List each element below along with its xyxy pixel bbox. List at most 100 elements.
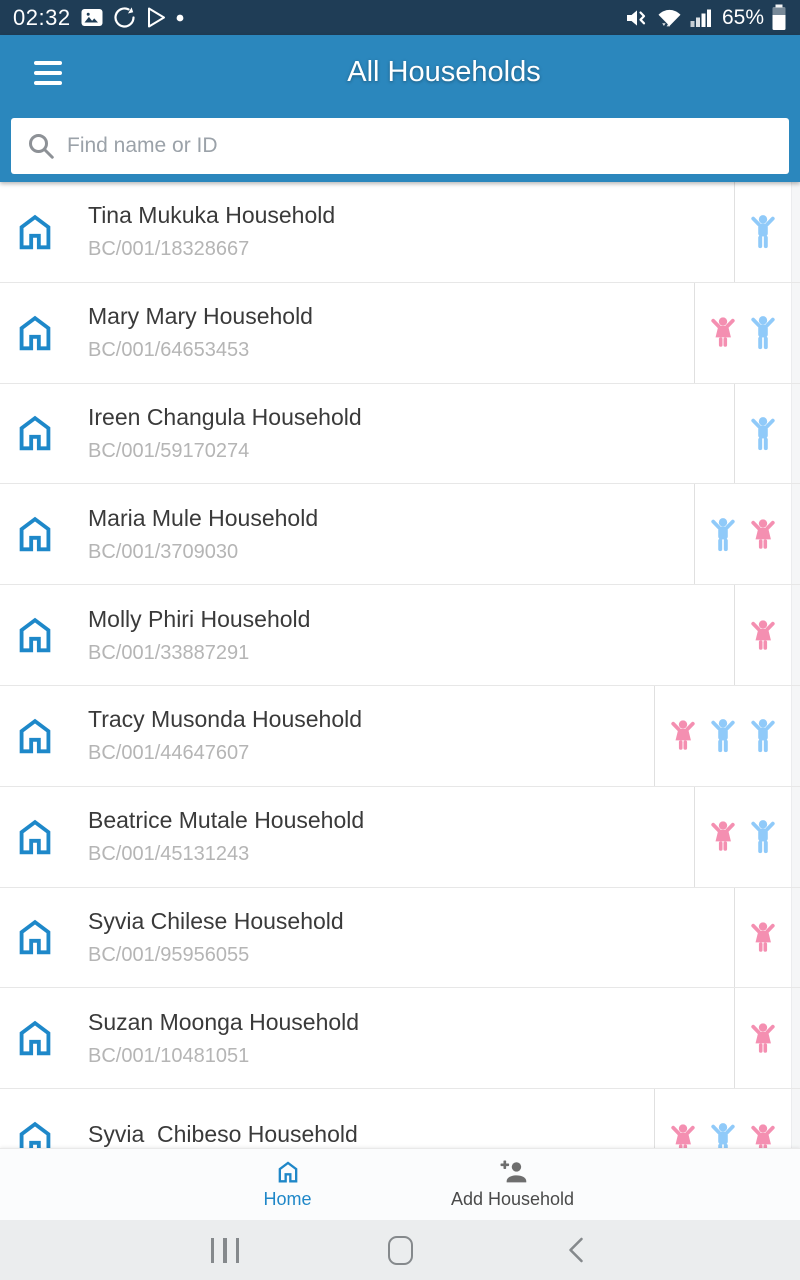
household-name: Molly Phiri Household [88, 605, 311, 632]
household-name: Beatrice Mutale Household [88, 807, 365, 834]
household-text: Ireen Changula Household BC/001/59170274 [88, 404, 734, 463]
person-add-icon [500, 1160, 526, 1183]
household-text: Mary Mary Household BC/001/64653453 [88, 303, 694, 362]
house-icon [12, 1116, 58, 1148]
status-bar: 02:32 [0, 0, 800, 35]
household-name: Mary Mary Household [88, 303, 313, 330]
household-text: Maria Mule Household BC/001/3709030 [88, 505, 694, 564]
list-edge-strip [791, 484, 800, 585]
household-row[interactable]: Mary Mary Household BC/001/64653453 [0, 282, 800, 384]
household-row[interactable]: Syvia Chilese Household BC/001/95956055 [0, 887, 800, 989]
male-member-icon [703, 517, 743, 552]
list-edge-strip [791, 786, 800, 887]
household-row[interactable]: Tina Mukuka Household BC/001/18328667 [0, 182, 800, 283]
household-id: BC/001/18328667 [88, 238, 250, 261]
male-member-icon [743, 315, 783, 350]
household-id: BC/001/3709030 [88, 540, 239, 563]
household-row[interactable]: Ireen Changula Household BC/001/59170274 [0, 383, 800, 485]
household-members [694, 786, 791, 887]
household-id: BC/001/45131243 [88, 843, 250, 866]
house-icon [12, 1015, 58, 1061]
household-id: BC/001/64653453 [88, 339, 250, 362]
household-members [734, 988, 791, 1089]
household-members [734, 887, 791, 988]
household-row[interactable]: Beatrice Mutale Household BC/001/4513124… [0, 786, 800, 888]
household-row[interactable]: Tracy Musonda Household BC/001/44647607 [0, 685, 800, 787]
list-edge-strip [791, 988, 800, 1089]
status-bar-left: 02:32 [13, 5, 184, 31]
male-member-icon [703, 1122, 743, 1148]
household-id: BC/001/33887291 [88, 641, 250, 664]
household-members [694, 484, 791, 585]
tab-add-household[interactable]: Add Household [400, 1149, 625, 1220]
household-name: Tracy Musonda Household [88, 706, 363, 733]
household-row[interactable]: Suzan Moonga Household BC/001/10481051 [0, 988, 800, 1090]
list-edge-strip [791, 282, 800, 383]
status-time: 02:32 [13, 4, 71, 30]
household-members [654, 1089, 791, 1148]
screen-record-icon [113, 6, 136, 29]
house-icon [12, 511, 58, 557]
list-edge-strip [791, 685, 800, 786]
house-icon [12, 713, 58, 759]
female-member-icon [743, 619, 783, 652]
android-home-icon[interactable] [313, 1220, 488, 1280]
tab-home-label: Home [263, 1189, 312, 1209]
recents-icon[interactable] [138, 1220, 313, 1280]
home-icon [278, 1161, 297, 1183]
household-id: BC/001/10481051 [88, 1044, 250, 1067]
household-id: BC/001/59170274 [88, 439, 250, 462]
female-member-icon [663, 1123, 703, 1148]
page-title: All Households [347, 56, 541, 88]
search-bar [11, 118, 789, 174]
list-edge-strip [791, 383, 800, 484]
play-store-icon [145, 6, 167, 29]
battery-icon [771, 4, 787, 31]
search-icon [28, 133, 54, 159]
household-members [694, 282, 791, 383]
female-member-icon [743, 1123, 783, 1148]
hamburger-menu-icon[interactable] [34, 60, 62, 85]
household-text: Tina Mukuka Household BC/001/18328667 [88, 202, 734, 261]
household-members [734, 585, 791, 685]
household-row[interactable]: Syvia Chibeso Household [0, 1089, 800, 1148]
female-member-icon [743, 921, 783, 954]
female-member-icon [703, 316, 743, 349]
bottom-tab-bar: Home Add Household [0, 1148, 800, 1220]
tab-add-household-label: Add Household [450, 1189, 575, 1209]
household-row[interactable]: Molly Phiri Household BC/001/33887291 [0, 585, 800, 686]
male-member-icon [743, 819, 783, 854]
mute-vibrate-icon [625, 7, 649, 29]
signal-strength-icon [690, 8, 713, 27]
notification-dot-icon [176, 14, 184, 22]
household-name: Syvia Chibeso Household [88, 1121, 358, 1148]
household-id: BC/001/95956055 [88, 943, 250, 966]
household-list: Tina Mukuka Household BC/001/18328667 Ma… [0, 182, 800, 1148]
female-member-icon [703, 820, 743, 853]
house-icon [12, 612, 58, 658]
back-icon[interactable] [488, 1220, 663, 1280]
household-row[interactable]: Maria Mule Household BC/001/3709030 [0, 484, 800, 586]
search-input[interactable] [67, 134, 774, 158]
battery-percent: 65% [721, 5, 764, 29]
household-members [654, 685, 791, 786]
tab-home[interactable]: Home [175, 1149, 400, 1220]
household-name: Syvia Chilese Household [88, 907, 344, 934]
status-bar-right: 65% [625, 4, 787, 31]
toolbar: All Households [0, 35, 800, 110]
list-edge-strip [791, 585, 800, 685]
household-text: Suzan Moonga Household BC/001/10481051 [88, 1009, 734, 1068]
house-icon [12, 410, 58, 456]
household-name: Ireen Changula Household [88, 403, 362, 430]
household-text: Syvia Chilese Household BC/001/95956055 [88, 908, 734, 967]
house-icon [12, 310, 58, 356]
male-member-icon [703, 718, 743, 753]
female-member-icon [743, 518, 783, 551]
male-member-icon [743, 416, 783, 451]
male-member-icon [743, 214, 783, 249]
wifi-icon [656, 7, 683, 28]
household-text: Tracy Musonda Household BC/001/44647607 [88, 706, 654, 765]
app-header: All Households [0, 35, 800, 182]
household-name: Tina Mukuka Household [88, 202, 336, 229]
